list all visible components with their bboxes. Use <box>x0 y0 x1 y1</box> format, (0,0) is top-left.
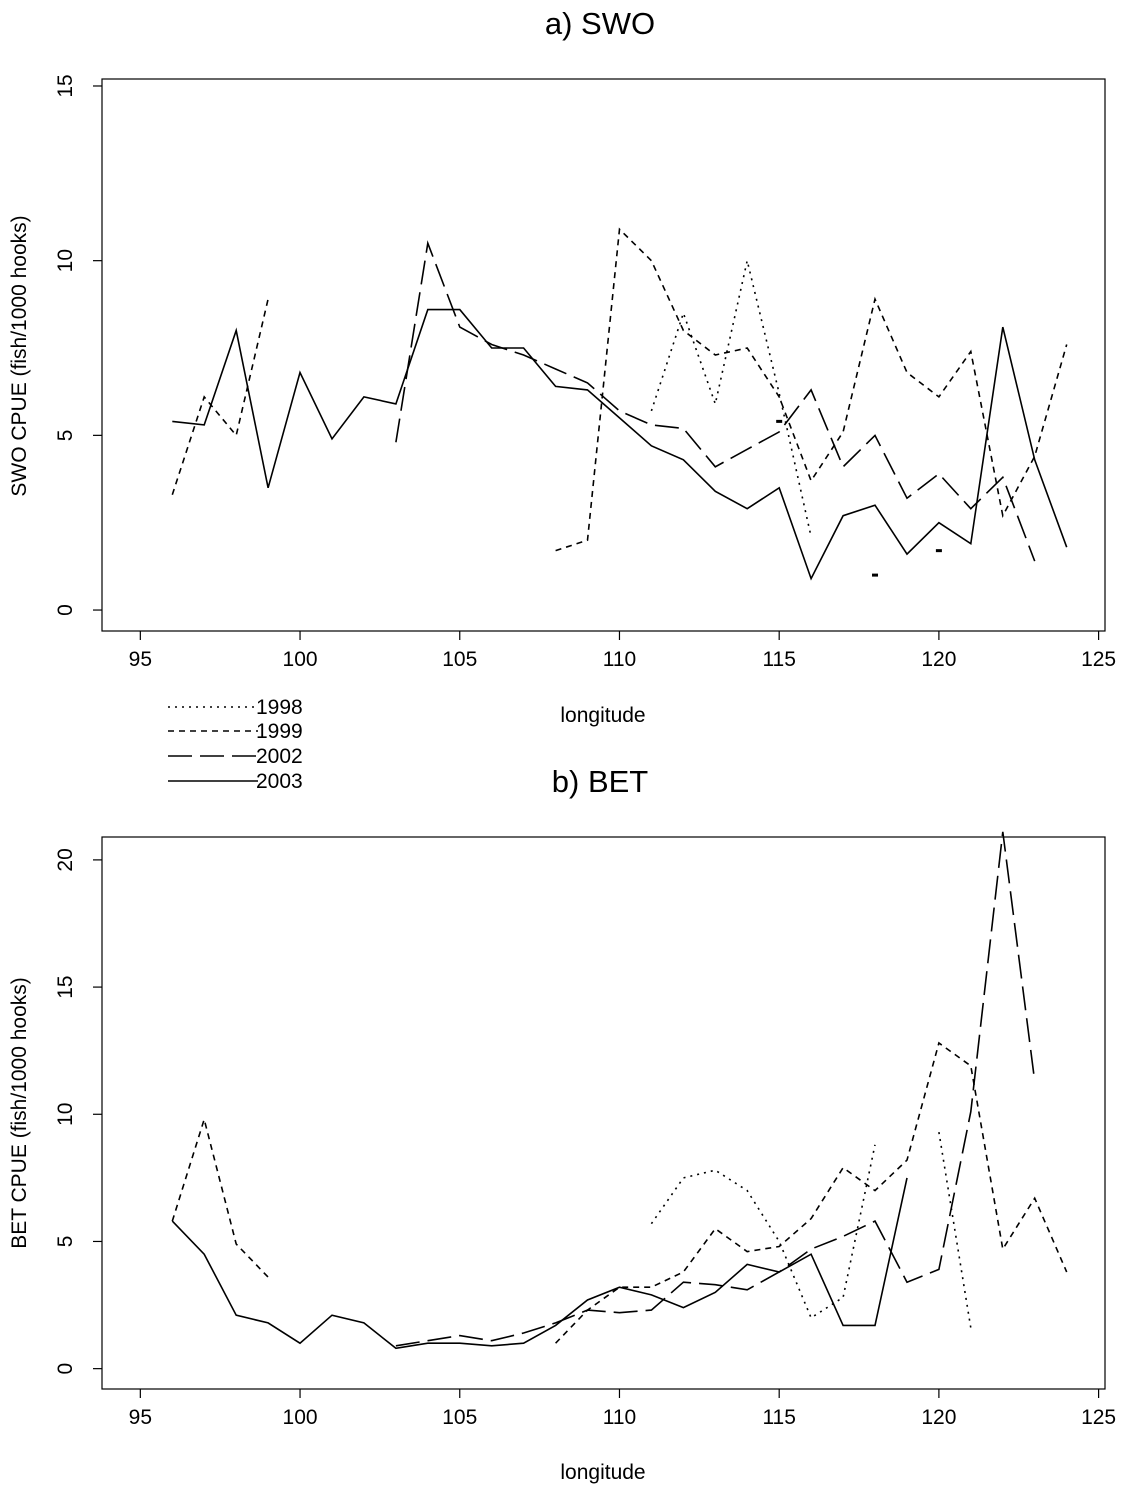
y-tick-label: 5 <box>54 430 77 442</box>
y-tick-label: 10 <box>54 1103 77 1126</box>
legend-label-1999: 1999 <box>256 720 303 743</box>
x-tick-label: 105 <box>442 1406 477 1429</box>
series-group-swo <box>171 227 1068 581</box>
plot-frame-bet <box>101 836 1106 1390</box>
series-line-2003 <box>171 1177 908 1350</box>
y-tick-label: 5 <box>54 1236 77 1248</box>
chart-title-bet: b) BET <box>552 764 649 799</box>
series-line-1999 <box>555 1041 1068 1344</box>
x-tick-label: 120 <box>921 648 956 671</box>
x-tick-label: 95 <box>129 1406 152 1429</box>
y-tick-label: 0 <box>54 604 77 616</box>
x-tick-label: 120 <box>921 1406 956 1429</box>
x-axis-label-swo: longitude <box>560 704 645 727</box>
series-group-bet <box>171 831 1068 1350</box>
x-tick-label: 95 <box>129 648 152 671</box>
x-tick-label: 115 <box>762 648 795 671</box>
x-tick-label: 110 <box>603 648 636 671</box>
y-tick-label: 10 <box>54 249 77 272</box>
y-tick-label: 20 <box>54 848 77 871</box>
x-axis-swo: 95 100 105 110 115 120 125 <box>129 631 1116 671</box>
series-line-1998 <box>650 1144 876 1319</box>
legend: 1998 1999 2002 2003 <box>168 696 303 793</box>
y-axis-bet: 0 5 10 15 20 <box>54 848 102 1374</box>
series-line-1999 <box>171 298 269 495</box>
y-tick-label: 0 <box>54 1363 77 1375</box>
y-axis-label-bet: BET CPUE (fish/1000 hooks) <box>8 977 31 1249</box>
panel-swo: a) SWO 95 100 105 110 115 120 125 0 5 10 15 longi… <box>8 6 1116 727</box>
panel-bet: b) BET 95 100 105 110 115 120 125 0 5 10 15 20 lon… <box>8 764 1116 1484</box>
chart-title-swo: a) SWO <box>545 6 655 41</box>
x-tick-label: 100 <box>283 1406 318 1429</box>
x-tick-label: 125 <box>1081 1406 1116 1429</box>
legend-label-2002: 2002 <box>256 745 303 768</box>
series-line-1998 <box>938 1131 972 1329</box>
x-tick-label: 125 <box>1081 648 1116 671</box>
plot-frame-swo <box>101 78 1106 632</box>
x-tick-label: 100 <box>283 648 318 671</box>
legend-label-2003: 2003 <box>256 770 303 793</box>
y-tick-label: 15 <box>54 74 77 97</box>
x-tick-label: 115 <box>762 1406 795 1429</box>
x-axis-bet: 95 100 105 110 115 120 125 <box>129 1389 1116 1429</box>
series-line-1998 <box>650 260 812 537</box>
series-line-1999 <box>555 227 1068 552</box>
x-axis-label-bet: longitude <box>560 1461 645 1484</box>
x-tick-label: 105 <box>442 648 477 671</box>
y-tick-label: 15 <box>54 975 77 998</box>
x-tick-label: 110 <box>603 1406 636 1429</box>
series-point-1998 <box>935 549 942 553</box>
series-point-1998 <box>776 419 783 423</box>
y-axis-label-swo: SWO CPUE (fish/1000 hooks) <box>8 215 31 496</box>
series-line-2002 <box>395 831 1036 1347</box>
series-line-2003 <box>172 308 1068 581</box>
series-line-1999 <box>171 1116 269 1278</box>
y-axis-swo: 0 5 10 15 <box>54 74 102 616</box>
legend-label-1998: 1998 <box>256 696 303 719</box>
series-point-1998 <box>872 573 879 577</box>
